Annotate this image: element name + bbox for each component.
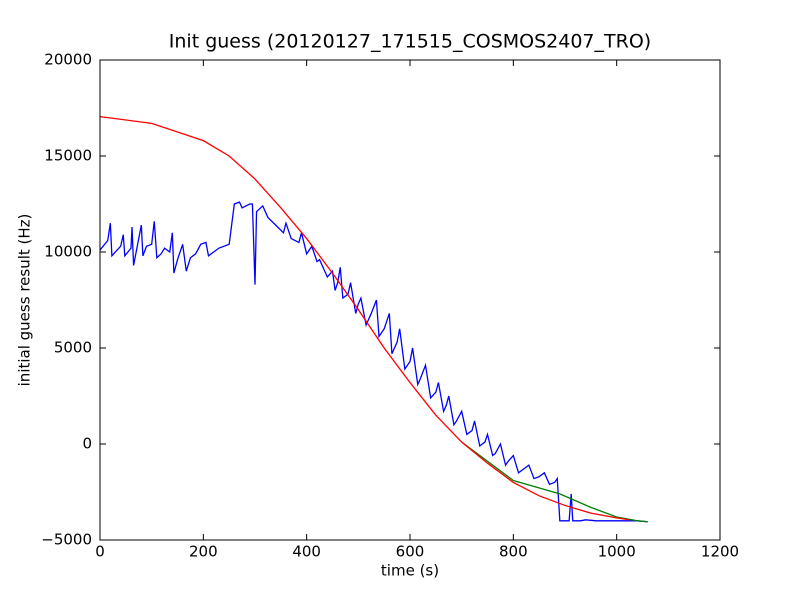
y-axis-label: initial guess result (Hz) bbox=[16, 214, 34, 387]
x-tick-label: 1200 bbox=[701, 543, 739, 561]
x-tick-label: 400 bbox=[292, 543, 321, 561]
x-tick-label: 1000 bbox=[598, 543, 636, 561]
y-tick-label: 5000 bbox=[54, 339, 92, 357]
chart-title: Init guess (20120127_171515_COSMOS2407_T… bbox=[169, 31, 651, 53]
series-line bbox=[461, 441, 648, 523]
series-line bbox=[99, 115, 630, 521]
x-axis-label: time (s) bbox=[381, 562, 439, 580]
series-line bbox=[99, 201, 648, 523]
x-tick-label: 800 bbox=[499, 543, 528, 561]
x-tick-label: 600 bbox=[396, 543, 425, 561]
y-tick-label: 20000 bbox=[44, 51, 92, 69]
y-tick-label: 15000 bbox=[44, 147, 92, 165]
plot-frame bbox=[99, 59, 721, 541]
y-tick-label: 10000 bbox=[44, 243, 92, 261]
x-tick-label: 0 bbox=[95, 543, 105, 561]
y-tick-label: −5000 bbox=[41, 531, 92, 549]
y-tick-label: 0 bbox=[82, 435, 92, 453]
x-tick-label: 200 bbox=[189, 543, 218, 561]
